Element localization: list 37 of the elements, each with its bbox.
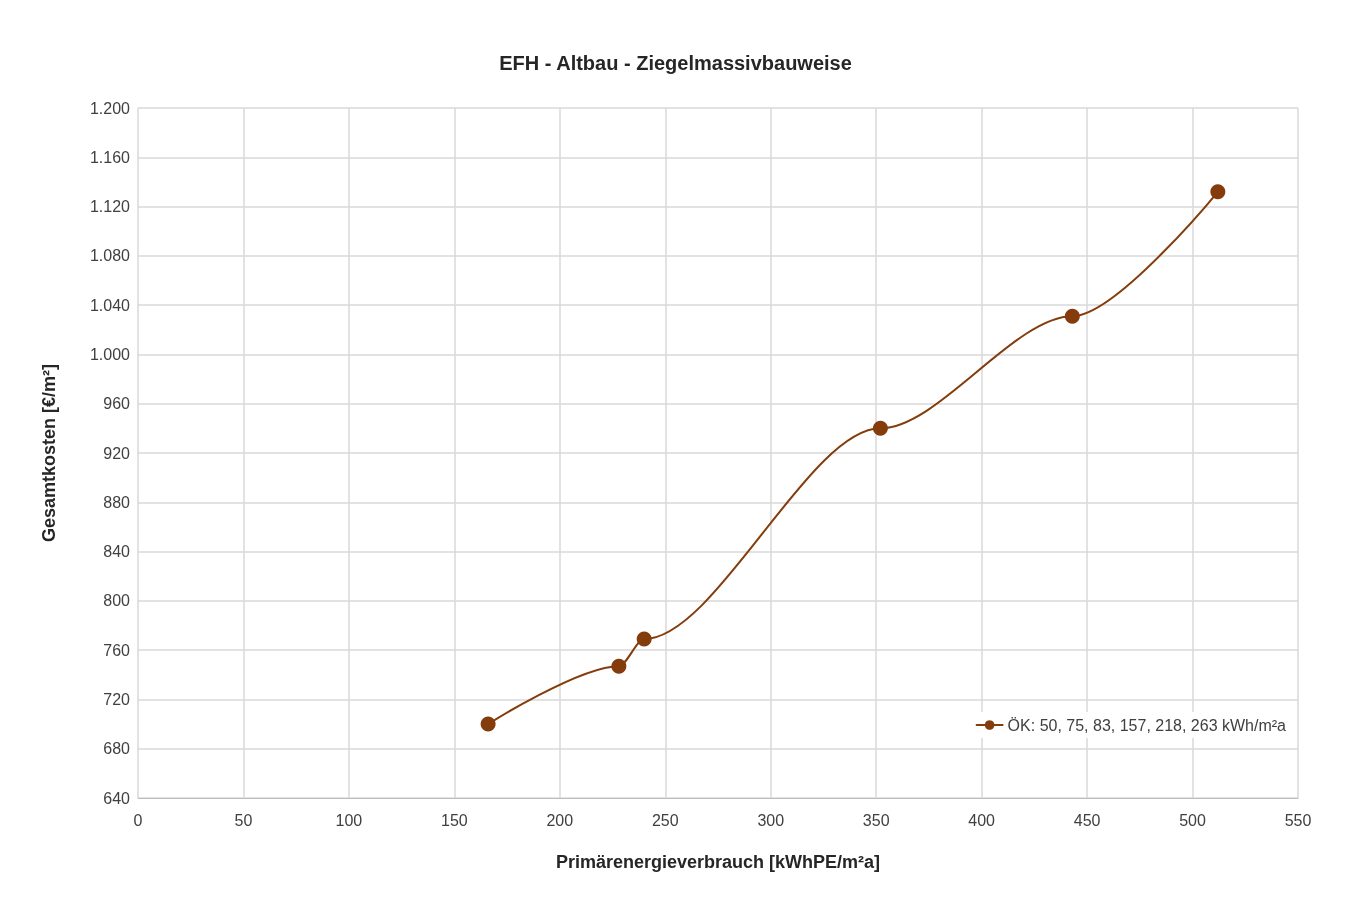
y-tick-label: 1.000	[89, 345, 131, 363]
legend-label: ÖK: 50, 75, 83, 157, 218, 263 kWh/m²a	[1007, 716, 1287, 734]
y-tick-label: 680	[103, 740, 131, 758]
point	[636, 631, 652, 647]
y-tick-label: 1.120	[89, 198, 131, 216]
x-tick-label: 450	[1073, 811, 1101, 829]
y-tick-label: 880	[103, 493, 131, 511]
x-tick-label: 300	[757, 811, 785, 829]
x-tick-label: 550	[1284, 811, 1312, 829]
point	[611, 658, 627, 674]
point	[480, 716, 496, 732]
x-tick-label: 100	[335, 811, 363, 829]
y-tick-label: 720	[103, 690, 131, 708]
y-tick-label: 1.160	[89, 148, 131, 166]
x-tick-label: 350	[862, 811, 890, 829]
x-tick-label: 400	[968, 811, 996, 829]
x-tick-label: 50	[234, 811, 253, 829]
point	[1210, 184, 1226, 200]
y-tick-label: 840	[103, 543, 131, 561]
x-tick-label: 200	[546, 811, 574, 829]
y-tick-label: 920	[103, 444, 131, 462]
x-tick-label: 150	[441, 811, 468, 829]
y-tick-label: 1.200	[89, 99, 131, 117]
x-tick-label: 500	[1179, 811, 1206, 829]
y-tick-label: 1.080	[89, 247, 131, 265]
y-tick-label: 760	[103, 641, 131, 659]
x-tick-label: 250	[651, 811, 679, 829]
point	[1064, 308, 1080, 324]
y-tick-label: 800	[103, 592, 131, 610]
y-axis-title: Gesamtkosten [€/m²]	[39, 363, 59, 543]
x-axis-title: Primärenergieverbrauch [kWhPE/m²a]	[555, 852, 881, 872]
y-tick-label: 1.040	[89, 296, 131, 314]
x-tick-label: 0	[133, 811, 143, 829]
chart-title: EFH - Altbau - Ziegelmassivbauweise	[499, 52, 852, 74]
y-tick-label: 960	[103, 395, 131, 413]
point	[872, 420, 888, 436]
y-tick-label: 640	[103, 789, 131, 807]
